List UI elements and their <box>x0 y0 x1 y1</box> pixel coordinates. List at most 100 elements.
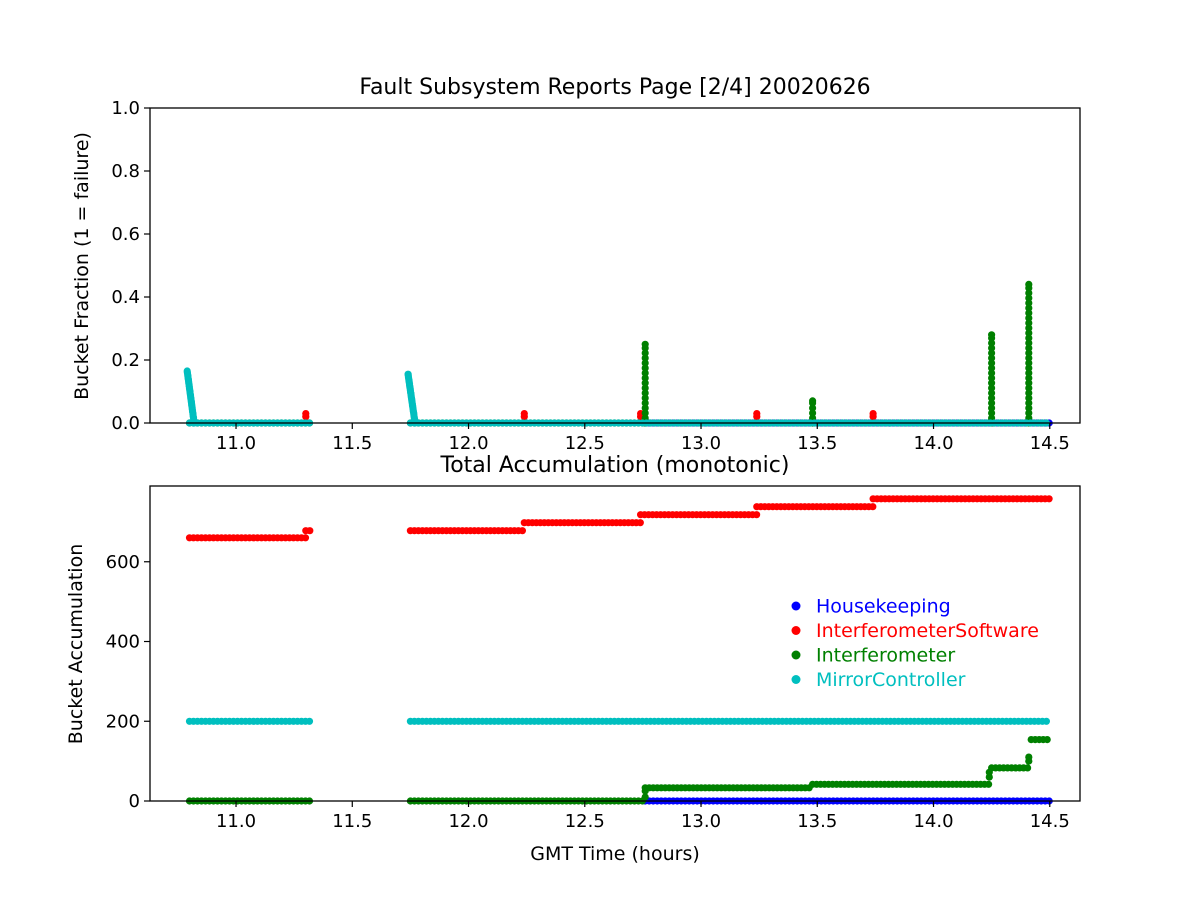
top-interferometer-point <box>1025 389 1033 397</box>
top-interferometer-point <box>988 384 996 392</box>
top-x-tick-label: 13.0 <box>681 433 721 454</box>
top-interferometer-point <box>1025 314 1033 322</box>
top-interferometer-point <box>1025 309 1033 317</box>
top-interferometer-point <box>1025 359 1033 367</box>
top-interferometer-point <box>1025 344 1033 352</box>
bottom-interferometer-software-point <box>306 527 314 535</box>
top-interferometer-point <box>1025 334 1033 342</box>
legend-label-interferometer-software: InterferometerSoftware <box>816 620 1039 642</box>
top-interferometer-point <box>1025 354 1033 362</box>
legend-label-mirror-controller: MirrorController <box>816 669 966 691</box>
top-interferometer-point <box>641 359 649 367</box>
top-interferometer-point <box>641 369 649 377</box>
bottom-y-tick-label: 600 <box>106 552 140 573</box>
top-interferometer-point <box>988 394 996 402</box>
bottom-interferometer-software-point <box>869 503 877 511</box>
top-x-tick-label: 14.0 <box>913 433 953 454</box>
top-interferometer-point <box>641 354 649 362</box>
top-interferometer-point <box>988 344 996 352</box>
top-y-tick-label: 0.0 <box>111 413 140 434</box>
top-chart-title: Fault Subsystem Reports Page [2/4] 20020… <box>359 75 870 100</box>
top-interferometer-point <box>641 379 649 387</box>
bottom-interferometer-software-point <box>753 511 761 519</box>
bottom-interferometer-software-point <box>518 527 527 535</box>
top-interferometer-point <box>1025 364 1033 372</box>
top-interferometer-software-point <box>753 413 761 421</box>
top-interferometer-point <box>1025 329 1033 337</box>
top-interferometer-point <box>1025 384 1033 392</box>
top-x-tick-label: 13.5 <box>797 433 837 454</box>
top-interferometer-point <box>641 384 649 392</box>
top-interferometer-point <box>1025 409 1033 417</box>
bottom-x-tick-label: 14.5 <box>1030 811 1070 832</box>
bottom-y-tick-label: 200 <box>106 711 140 732</box>
bottom-x-tick-label: 12.0 <box>448 811 488 832</box>
top-interferometer-software-point <box>302 413 310 421</box>
top-y-tick-label: 0.8 <box>111 161 140 182</box>
top-interferometer-point <box>1025 299 1033 307</box>
bottom-interferometer-software-point <box>301 534 310 542</box>
top-interferometer-point <box>988 359 996 367</box>
bottom-mirror-controller-point <box>1042 717 1050 725</box>
top-y-axis-label: Bucket Fraction (1 = failure) <box>71 132 93 400</box>
bottom-interferometer-software-point <box>636 519 644 527</box>
legend-marker-housekeeping <box>791 601 801 611</box>
top-x-tick-label: 12.5 <box>565 433 605 454</box>
top-interferometer-point <box>641 404 649 412</box>
top-axes-frame <box>149 107 1081 424</box>
top-x-tick-label: 12.0 <box>448 433 488 454</box>
top-interferometer-point <box>1025 319 1033 327</box>
legend-label-interferometer: Interferometer <box>816 645 955 667</box>
top-interferometer-point <box>1025 294 1033 302</box>
top-interferometer-point <box>988 331 996 339</box>
bottom-x-tick-label: 13.0 <box>681 811 721 832</box>
bottom-interferometer-point <box>1024 764 1032 772</box>
legend-marker-interferometer <box>791 650 801 660</box>
top-interferometer-point <box>988 389 996 397</box>
legend-label-housekeeping: Housekeeping <box>816 596 951 618</box>
legend-marker-interferometer-software <box>791 626 801 635</box>
bottom-subplot: Total Accumulation (monotonic) Bucket Ac… <box>65 453 1081 865</box>
top-interferometer-point <box>988 379 996 387</box>
top-x-tick-label: 11.5 <box>332 433 372 454</box>
bottom-interferometer-point <box>1025 753 1033 761</box>
bottom-x-tick-label: 13.5 <box>797 811 837 832</box>
x-axis-label: GMT Time (hours) <box>530 843 700 865</box>
top-interferometer-point <box>641 349 649 357</box>
top-interferometer-point <box>988 349 996 357</box>
top-interferometer-point <box>641 374 649 382</box>
bottom-y-tick-label: 0 <box>129 791 140 812</box>
bottom-interferometer-point <box>1043 736 1051 744</box>
top-interferometer-point <box>1025 369 1033 377</box>
top-interferometer-point <box>641 340 649 348</box>
bottom-chart-title: Total Accumulation (monotonic) <box>440 453 790 478</box>
top-interferometer-point <box>809 404 817 412</box>
top-interferometer-point <box>988 404 996 412</box>
bottom-x-tick-label: 11.0 <box>216 811 256 832</box>
top-axis-ticks: 11.0 11.5 12.0 12.5 13.0 13.5 14.0 14.5 0.0 0.2 0.… <box>111 98 1069 454</box>
top-interferometer-point <box>1025 339 1033 347</box>
bottom-y-axis-label: Bucket Accumulation <box>65 544 87 745</box>
top-interferometer-point <box>809 409 817 417</box>
bottom-x-tick-label: 14.0 <box>913 811 953 832</box>
top-interferometer-point <box>988 369 996 377</box>
top-y-tick-label: 1.0 <box>111 98 140 119</box>
top-interferometer-point <box>1025 374 1033 382</box>
bottom-axes-frame <box>149 485 1081 802</box>
top-interferometer-point <box>1025 399 1033 407</box>
top-interferometer-point <box>1025 394 1033 402</box>
top-interferometer-point <box>988 339 996 347</box>
bottom-interferometer-point <box>985 768 993 776</box>
top-x-tick-label: 14.5 <box>1030 433 1070 454</box>
top-y-tick-label: 0.2 <box>111 350 140 371</box>
top-interferometer-point <box>988 399 996 407</box>
bottom-interferometer-point <box>641 787 649 795</box>
top-interferometer-point <box>1025 280 1033 288</box>
top-interferometer-point <box>641 409 649 417</box>
top-interferometer-point <box>1025 289 1033 297</box>
top-interferometer-point <box>988 409 996 417</box>
bottom-axis-ticks: 11.0 11.5 12.0 12.5 13.0 13.5 14.0 14.5 0 200 400 6… <box>106 552 1070 832</box>
top-interferometer-point <box>988 364 996 372</box>
